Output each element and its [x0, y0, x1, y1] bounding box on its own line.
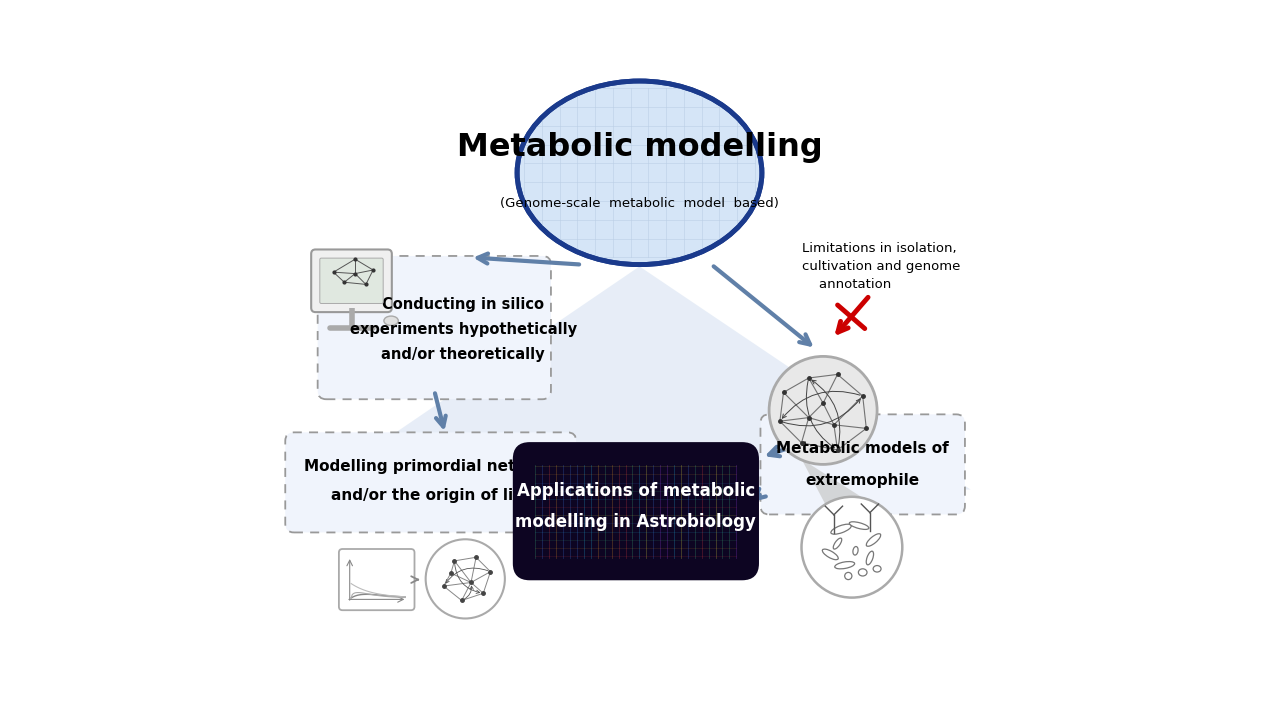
Ellipse shape: [844, 572, 852, 580]
FancyBboxPatch shape: [311, 250, 391, 312]
Ellipse shape: [835, 562, 854, 569]
FancyBboxPatch shape: [317, 256, 551, 399]
Text: Applications of metabolic: Applications of metabolic: [517, 482, 755, 500]
Polygon shape: [312, 266, 971, 490]
Text: modelling in Astrobiology: modelling in Astrobiology: [515, 513, 756, 531]
Circle shape: [769, 356, 877, 464]
Text: extremophile: extremophile: [806, 473, 920, 487]
Text: Metabolic modelling: Metabolic modelling: [457, 132, 822, 163]
Ellipse shape: [866, 534, 881, 546]
Text: Conducting in silico: Conducting in silico: [382, 297, 544, 312]
Ellipse shape: [866, 552, 874, 564]
Ellipse shape: [831, 524, 852, 534]
Ellipse shape: [853, 546, 858, 555]
Ellipse shape: [874, 566, 881, 572]
Circle shape: [802, 497, 902, 598]
Text: experiments hypothetically: experiments hypothetically: [349, 322, 577, 336]
Text: (Genome-scale  metabolic  model  based): (Genome-scale metabolic model based): [500, 197, 779, 210]
Ellipse shape: [822, 549, 838, 559]
FancyBboxPatch shape: [761, 415, 964, 515]
Circle shape: [426, 539, 505, 618]
Ellipse shape: [384, 316, 398, 325]
Text: and/or theoretically: and/or theoretically: [381, 348, 545, 362]
FancyBboxPatch shape: [320, 258, 384, 304]
FancyBboxPatch shape: [339, 549, 414, 611]
FancyBboxPatch shape: [285, 432, 576, 533]
Ellipse shape: [858, 569, 867, 576]
Ellipse shape: [849, 522, 868, 529]
Text: and/or the origin of life: and/or the origin of life: [331, 488, 531, 503]
Ellipse shape: [833, 538, 842, 549]
Polygon shape: [802, 459, 877, 507]
Text: Limitations in isolation,
cultivation and genome
    annotation: Limitations in isolation, cultivation an…: [802, 242, 959, 291]
FancyBboxPatch shape: [514, 444, 758, 579]
Text: Modelling primordial network: Modelling primordial network: [304, 459, 558, 474]
Ellipse shape: [517, 81, 762, 265]
Text: Metabolic models of: Metabolic models of: [776, 441, 949, 456]
